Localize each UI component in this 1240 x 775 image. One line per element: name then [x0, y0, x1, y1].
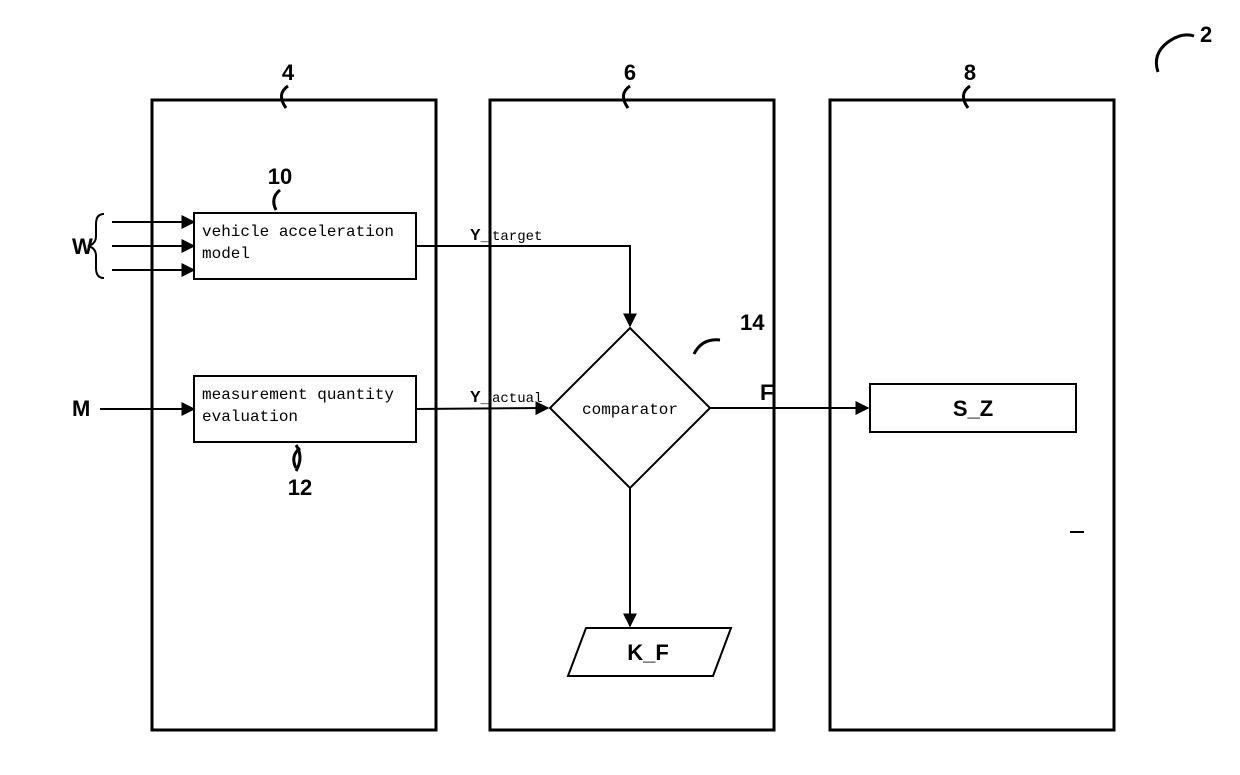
edge-F: F [710, 380, 868, 408]
system-ref-2: 2 [1156, 22, 1212, 72]
block-meas-quantity-eval: measurement quantity evaluation 12 [194, 376, 416, 500]
column-8: 8 [830, 60, 1114, 730]
col4-ref: 4 [282, 60, 295, 85]
b10-line2: model [202, 245, 250, 263]
input-M: M [72, 396, 194, 421]
kf-label: K_F [627, 640, 669, 665]
comparator-ref: 14 [740, 310, 765, 335]
b12-line2: evaluation [202, 408, 298, 426]
block-kf: K_F [568, 628, 731, 676]
b12-ref: 12 [288, 475, 312, 500]
b10-line1: vehicle acceleration [202, 223, 394, 241]
y-target-sub: target [492, 229, 542, 245]
col8-ref: 8 [964, 60, 976, 85]
F-label: F [760, 380, 773, 405]
sz-label: S_Z [953, 396, 993, 421]
block-sz: S_Z [870, 384, 1076, 432]
block-diagram: 2 4 6 8 vehicle acceleration model 10 me… [0, 0, 1240, 775]
col6-ref: 6 [624, 60, 636, 85]
comparator-label: comparator [582, 401, 678, 419]
y-actual-sub: actual [492, 391, 542, 407]
input-W: W [72, 214, 194, 278]
ref-2-label: 2 [1200, 22, 1212, 47]
b10-ref: 10 [268, 164, 292, 189]
y-actual-bold: Y_ [470, 389, 491, 406]
b12-line1: measurement quantity [202, 386, 394, 404]
edge-y-target: Y_ target [416, 227, 630, 326]
block-comparator: comparator 14 [550, 310, 765, 488]
block-vehicle-accel-model: vehicle acceleration model 10 [194, 164, 416, 279]
M-label: M [72, 396, 90, 421]
y-target-bold: Y_ [470, 227, 491, 244]
